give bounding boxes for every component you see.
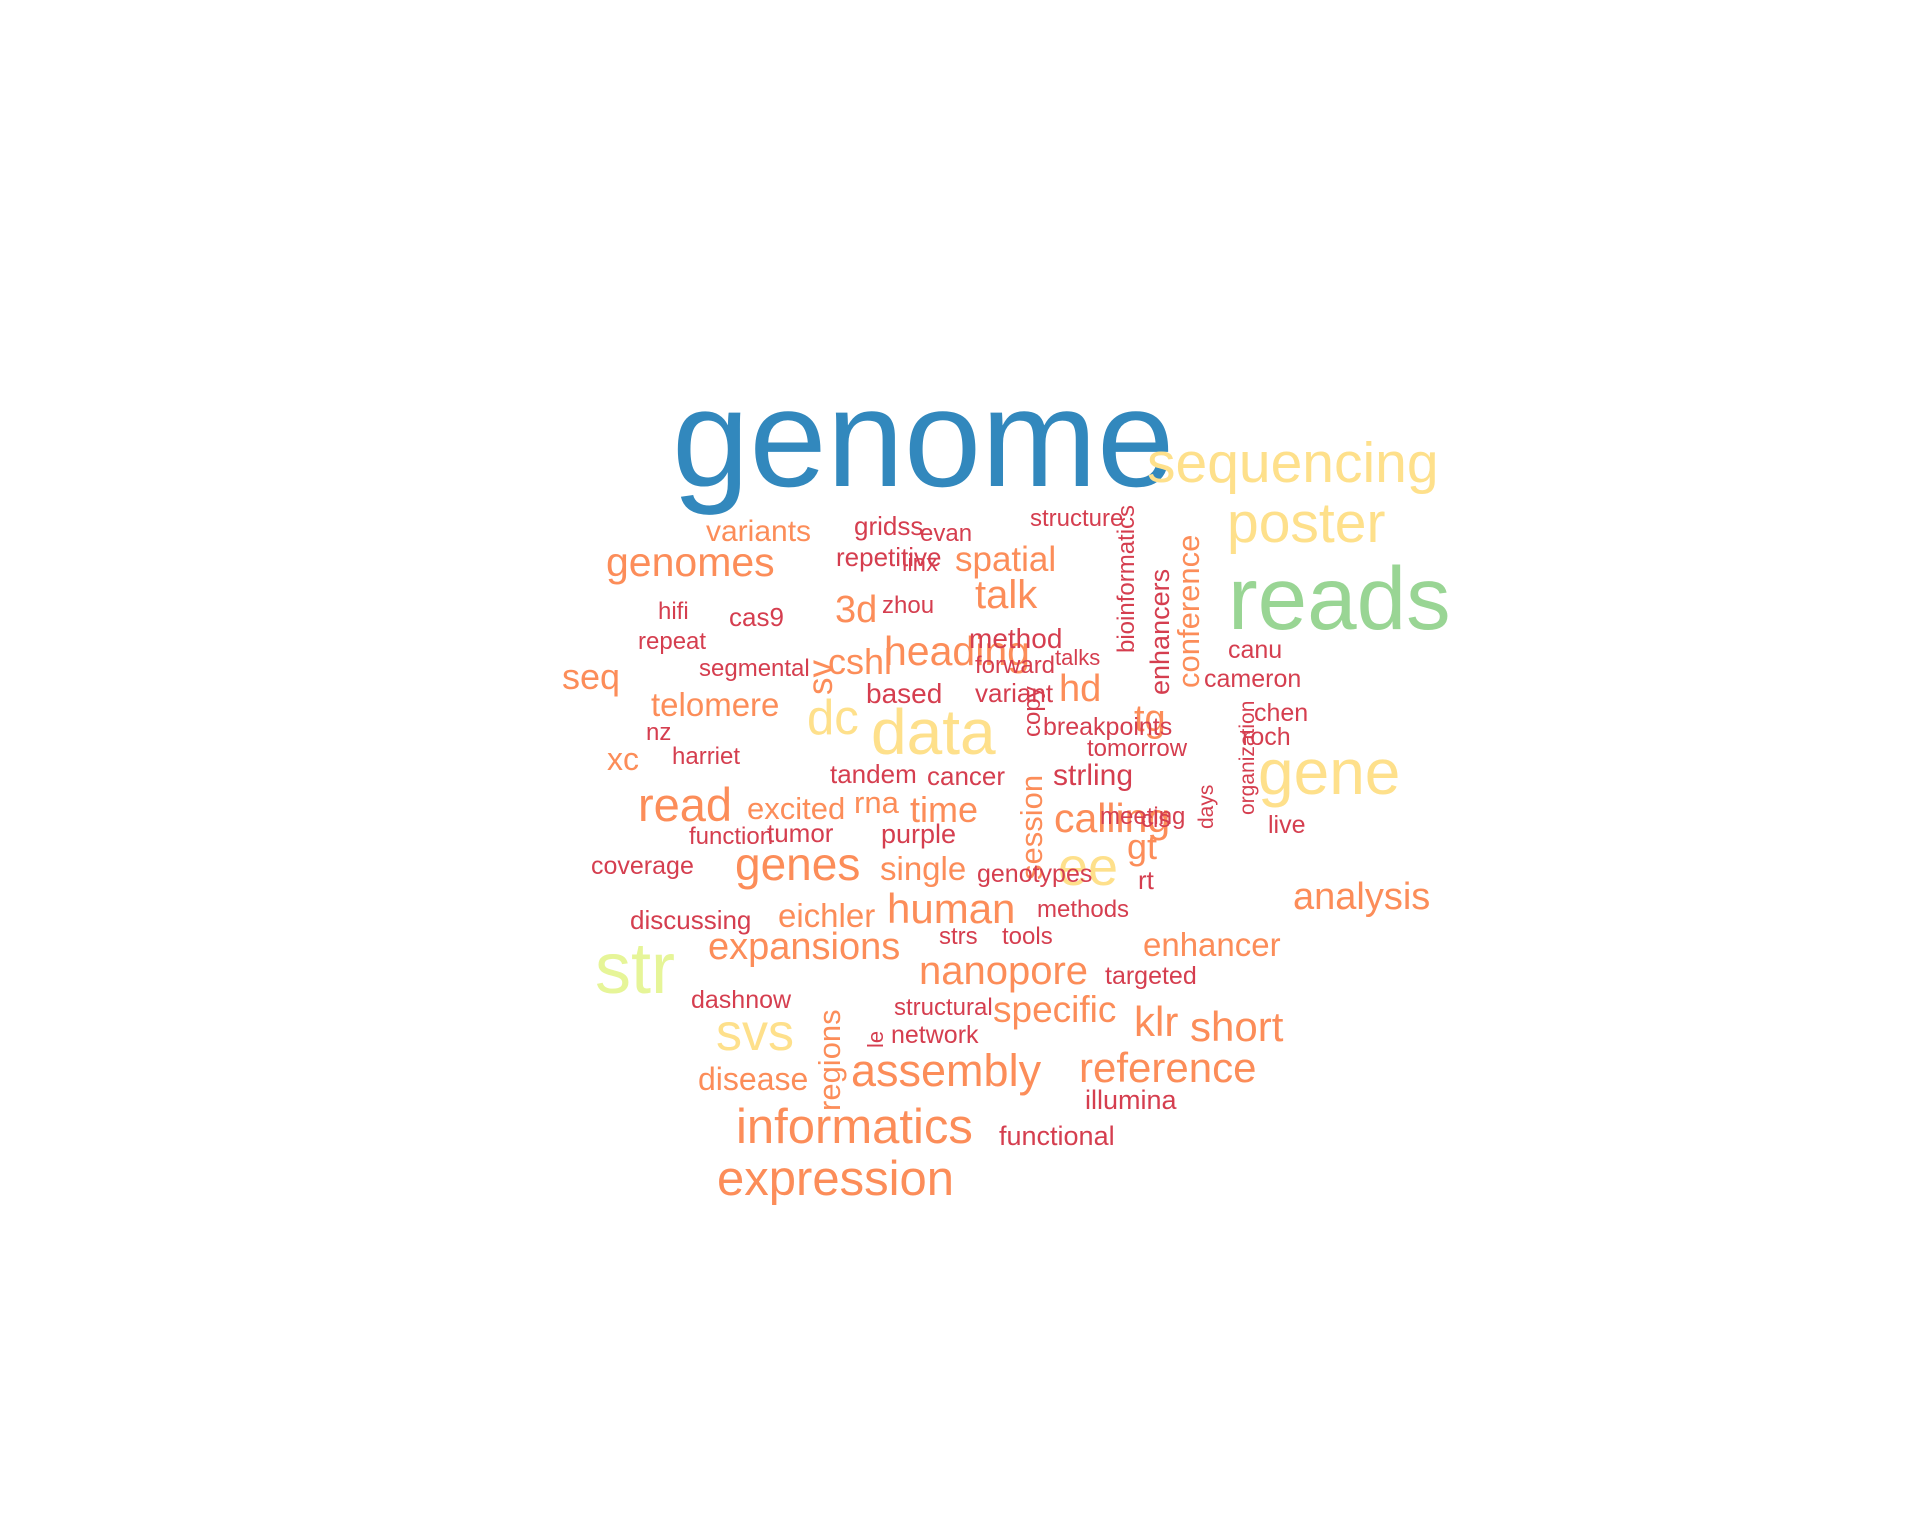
word-tools: tools: [1002, 923, 1053, 950]
word-gridss: gridss: [854, 511, 924, 541]
word-purple: purple: [881, 819, 957, 849]
word-conference: conference: [1171, 534, 1206, 688]
word-cameron: cameron: [1204, 665, 1302, 693]
word-cshl: cshl: [828, 641, 893, 682]
word-method: method: [969, 623, 1063, 654]
word-calling: calling: [1054, 795, 1171, 841]
word-single: single: [880, 850, 967, 887]
word-methods: methods: [1037, 896, 1130, 923]
word-human: human: [887, 885, 1016, 932]
word-coverage: coverage: [591, 852, 694, 880]
word-discussing: discussing: [630, 905, 752, 935]
word-repeat: repeat: [638, 628, 707, 655]
word-structure: structure: [1030, 505, 1124, 532]
word-bioinformatics: bioinformatics: [1113, 504, 1140, 653]
word-variants: variants: [706, 515, 812, 548]
word-le: le: [863, 1030, 888, 1048]
word-3d: 3d: [835, 589, 878, 631]
word-telomere: telomere: [651, 686, 780, 723]
word-zhou: zhou: [882, 592, 935, 619]
word-reads: reads: [1228, 548, 1451, 648]
word-live: live: [1268, 811, 1306, 839]
word-read: read: [638, 778, 733, 831]
word-excited: excited: [747, 791, 846, 826]
word-analysis: analysis: [1293, 876, 1431, 918]
word-chen: chen: [1254, 699, 1309, 727]
word-heading: heading: [884, 628, 1030, 674]
word-dc: dc: [807, 691, 859, 745]
word-canu: canu: [1228, 636, 1283, 664]
word-tandem: tandem: [830, 759, 917, 789]
word-structural: structural: [894, 994, 993, 1021]
word-short: short: [1190, 1003, 1284, 1050]
word-breakpoints: breakpoints: [1043, 713, 1173, 741]
word-forward: forward: [975, 652, 1056, 679]
word-tg: tg: [1134, 698, 1166, 740]
word-hifi: hifi: [658, 598, 689, 625]
word-eichler: eichler: [778, 897, 876, 934]
word-segmental: segmental: [699, 655, 810, 682]
word-nanopore: nanopore: [919, 949, 1089, 993]
word-genes: genes: [735, 838, 861, 890]
word-roch: roch: [1242, 723, 1291, 751]
word-strling: strling: [1053, 759, 1134, 792]
word-gene: gene: [1258, 736, 1401, 808]
word-meeting: meeting: [1100, 803, 1186, 830]
word-based: based: [866, 678, 943, 709]
word-harriet: harriet: [672, 743, 741, 770]
word-repetitive: repetitive: [836, 542, 942, 572]
word-hd: hd: [1059, 668, 1102, 710]
word-talks: talks: [1055, 645, 1101, 670]
word-tomorrow: tomorrow: [1087, 735, 1188, 762]
word-genomes: genomes: [606, 539, 775, 585]
word-assembly: assembly: [851, 1045, 1042, 1096]
word-seq: seq: [562, 656, 621, 697]
word-regions: regions: [812, 1009, 847, 1111]
word-tumor: tumor: [767, 818, 834, 848]
word-network: network: [891, 1021, 979, 1049]
word-ee: ee: [1058, 837, 1119, 897]
word-str: str: [595, 929, 675, 1009]
word-cancer: cancer: [927, 761, 1006, 791]
word-targeted: targeted: [1105, 962, 1197, 990]
word-time: time: [910, 789, 979, 830]
word-organization: organization: [1236, 700, 1259, 815]
word-data: data: [871, 696, 996, 768]
word-function: function: [689, 823, 774, 850]
word-strs: strs: [939, 923, 978, 950]
word-illumina: illumina: [1085, 1085, 1177, 1115]
word-poster: poster: [1227, 491, 1386, 555]
word-days: days: [1195, 784, 1218, 829]
word-svs: svs: [716, 1004, 794, 1062]
word-gt: gt: [1127, 826, 1158, 867]
word-genome: genome: [672, 361, 1175, 516]
word-rt: rt: [1138, 865, 1154, 895]
word-disease: disease: [698, 1061, 809, 1097]
word-rna: rna: [854, 785, 899, 820]
word-copy: copy: [1019, 686, 1046, 737]
word-variant: variant: [975, 678, 1054, 708]
word-linx: linx: [902, 550, 939, 577]
word-enhancer: enhancer: [1143, 926, 1281, 963]
word-talk: talk: [975, 573, 1038, 617]
word-informatics: informatics: [736, 1100, 973, 1154]
word-xc: xc: [607, 741, 639, 777]
word-specific: specific: [993, 989, 1117, 1030]
word-klr: klr: [1134, 998, 1179, 1045]
word-spatial: spatial: [955, 540, 1057, 579]
word-reference: reference: [1079, 1044, 1257, 1091]
word-genotypes: genotypes: [977, 860, 1093, 888]
word-expansions: expansions: [708, 926, 901, 968]
word-enhancers: enhancers: [1145, 568, 1175, 695]
word-sequencing: sequencing: [1147, 431, 1439, 495]
word-nz: nz: [646, 719, 672, 746]
word-cas9: cas9: [729, 602, 784, 632]
word-dashnow: dashnow: [691, 986, 792, 1014]
word-cis: cis: [1141, 806, 1171, 833]
word-functional: functional: [999, 1121, 1115, 1151]
word-evan: evan: [920, 520, 973, 547]
word-expression: expression: [717, 1152, 954, 1206]
